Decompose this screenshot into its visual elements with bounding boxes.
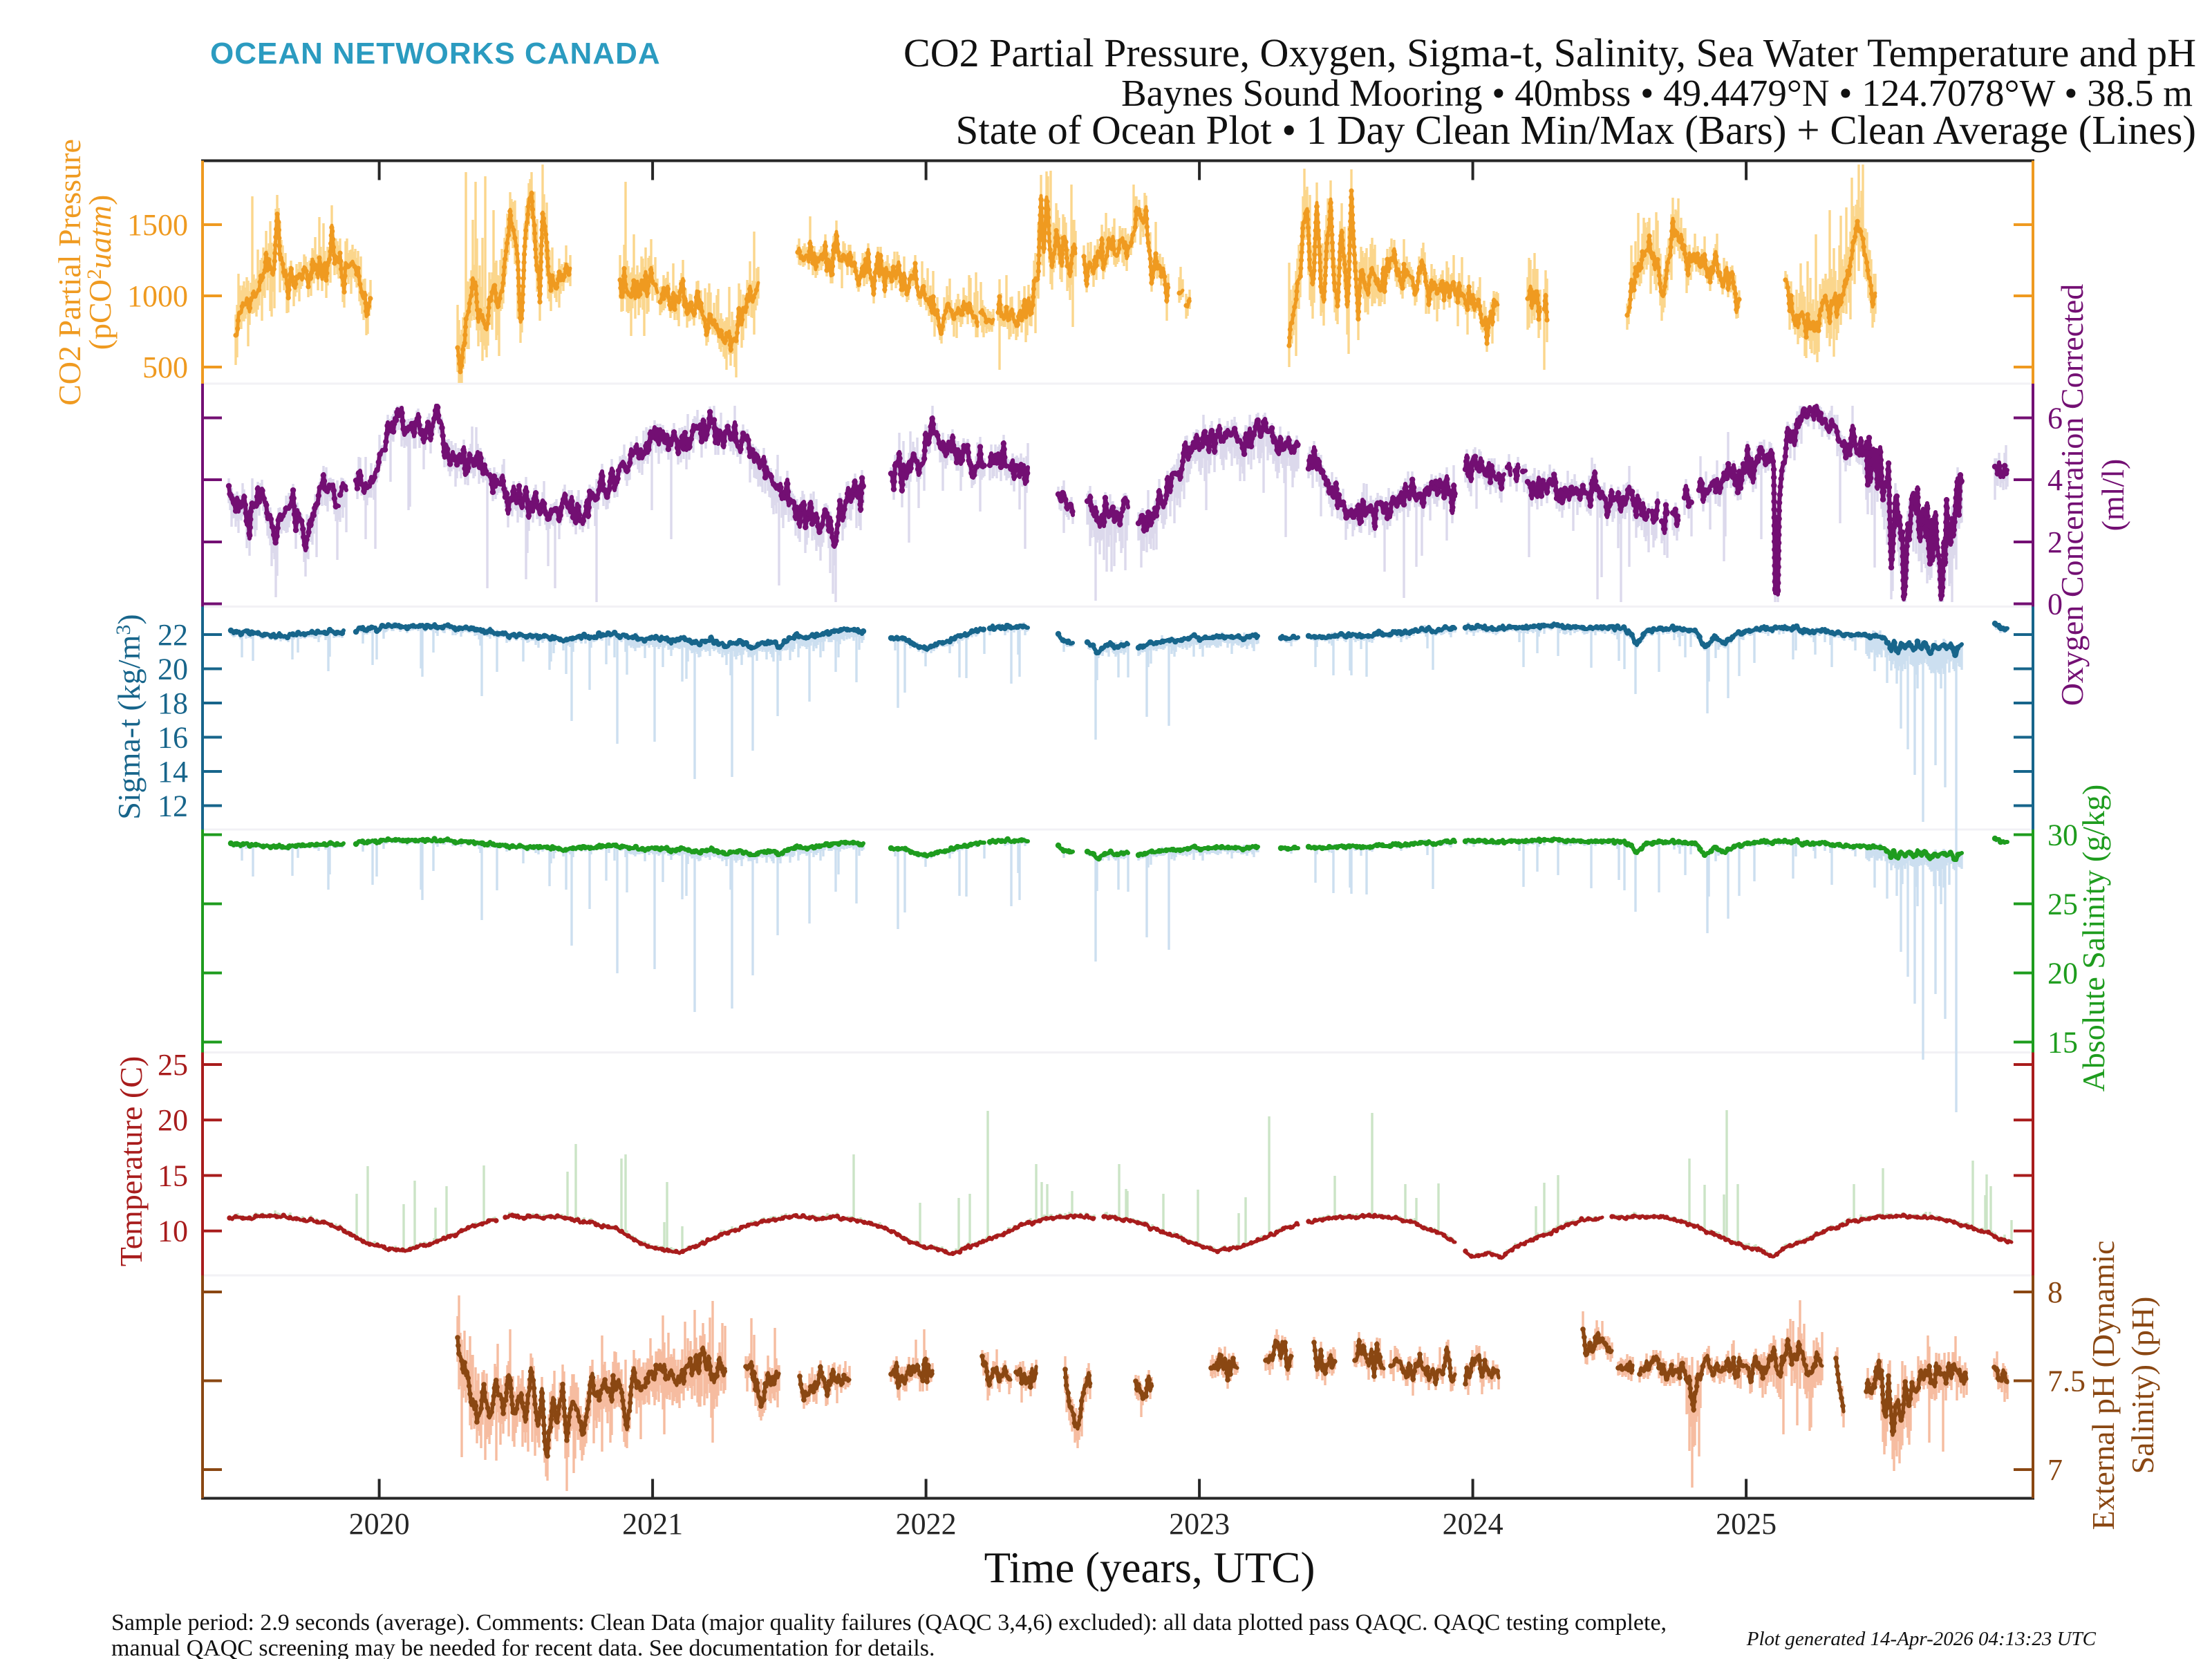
svg-text:10: 10	[158, 1215, 188, 1248]
svg-text:20: 20	[158, 653, 188, 686]
svg-text:20: 20	[158, 1103, 188, 1137]
svg-text:0: 0	[2047, 588, 2063, 621]
svg-text:25: 25	[2047, 888, 2078, 921]
svg-text:20: 20	[2047, 957, 2078, 991]
svg-text:Baynes Sound Mooring • 40mbss: Baynes Sound Mooring • 40mbss • 49.4479°…	[1121, 72, 2193, 114]
svg-text:2024: 2024	[1443, 1507, 1503, 1541]
svg-text:Oxygen Concentration Corrected: Oxygen Concentration Corrected	[2054, 284, 2090, 706]
svg-text:30: 30	[2047, 818, 2078, 852]
svg-text:18: 18	[158, 686, 188, 720]
svg-text:2022: 2022	[896, 1507, 957, 1541]
svg-text:4: 4	[2047, 463, 2063, 497]
svg-text:25: 25	[158, 1048, 188, 1082]
svg-text:15: 15	[158, 1159, 188, 1193]
svg-text:State of Ocean Plot • 1 Day Cl: State of Ocean Plot • 1 Day Clean Min/Ma…	[956, 107, 2197, 153]
svg-text:Absolute Salinity (g/kg): Absolute Salinity (g/kg)	[2076, 785, 2111, 1092]
svg-text:15: 15	[2047, 1026, 2078, 1060]
svg-text:2021: 2021	[622, 1507, 683, 1541]
svg-text:8: 8	[2047, 1275, 2063, 1309]
svg-text:6: 6	[2047, 402, 2063, 435]
svg-text:(pCO2uatm): (pCO2uatm)	[82, 195, 118, 350]
svg-text:Salinity) (pH): Salinity) (pH)	[2125, 1297, 2160, 1474]
svg-text:2025: 2025	[1716, 1507, 1777, 1541]
svg-text:1500: 1500	[127, 208, 188, 242]
svg-text:500: 500	[142, 350, 188, 384]
svg-text:2020: 2020	[349, 1507, 410, 1541]
svg-text:manual QAQC screening may be n: manual QAQC screening may be needed for …	[111, 1635, 935, 1659]
svg-text:(ml/l): (ml/l)	[2095, 459, 2130, 532]
svg-text:7: 7	[2047, 1453, 2063, 1487]
svg-text:14: 14	[158, 755, 188, 789]
svg-text:Sample period: 2.9 seconds (av: Sample period: 2.9 seconds (average). Co…	[111, 1610, 1667, 1635]
svg-text:Plot generated 14-Apr-2026 04:: Plot generated 14-Apr-2026 04:13:23 UTC	[1746, 1628, 2097, 1650]
svg-text:7.5: 7.5	[2047, 1365, 2086, 1398]
svg-text:External pH (Dynamic: External pH (Dynamic	[2086, 1241, 2121, 1530]
svg-text:Sigma-t (kg/m3): Sigma-t (kg/m3)	[111, 614, 147, 819]
svg-text:Time (years, UTC): Time (years, UTC)	[984, 1544, 1315, 1592]
svg-text:12: 12	[158, 789, 188, 823]
svg-text:CO2 Partial Pressure: CO2 Partial Pressure	[52, 139, 87, 406]
svg-text:2023: 2023	[1169, 1507, 1230, 1541]
svg-text:OCEAN NETWORKS CANADA: OCEAN NETWORKS CANADA	[210, 37, 661, 71]
svg-text:1000: 1000	[127, 279, 188, 313]
svg-text:CO2 Partial Pressure, Oxygen,: CO2 Partial Pressure, Oxygen, Sigma-t, S…	[903, 30, 2196, 75]
svg-text:Temperature (C): Temperature (C)	[113, 1056, 149, 1267]
svg-text:2: 2	[2047, 525, 2063, 559]
svg-text:16: 16	[158, 721, 188, 755]
svg-text:22: 22	[158, 618, 188, 652]
